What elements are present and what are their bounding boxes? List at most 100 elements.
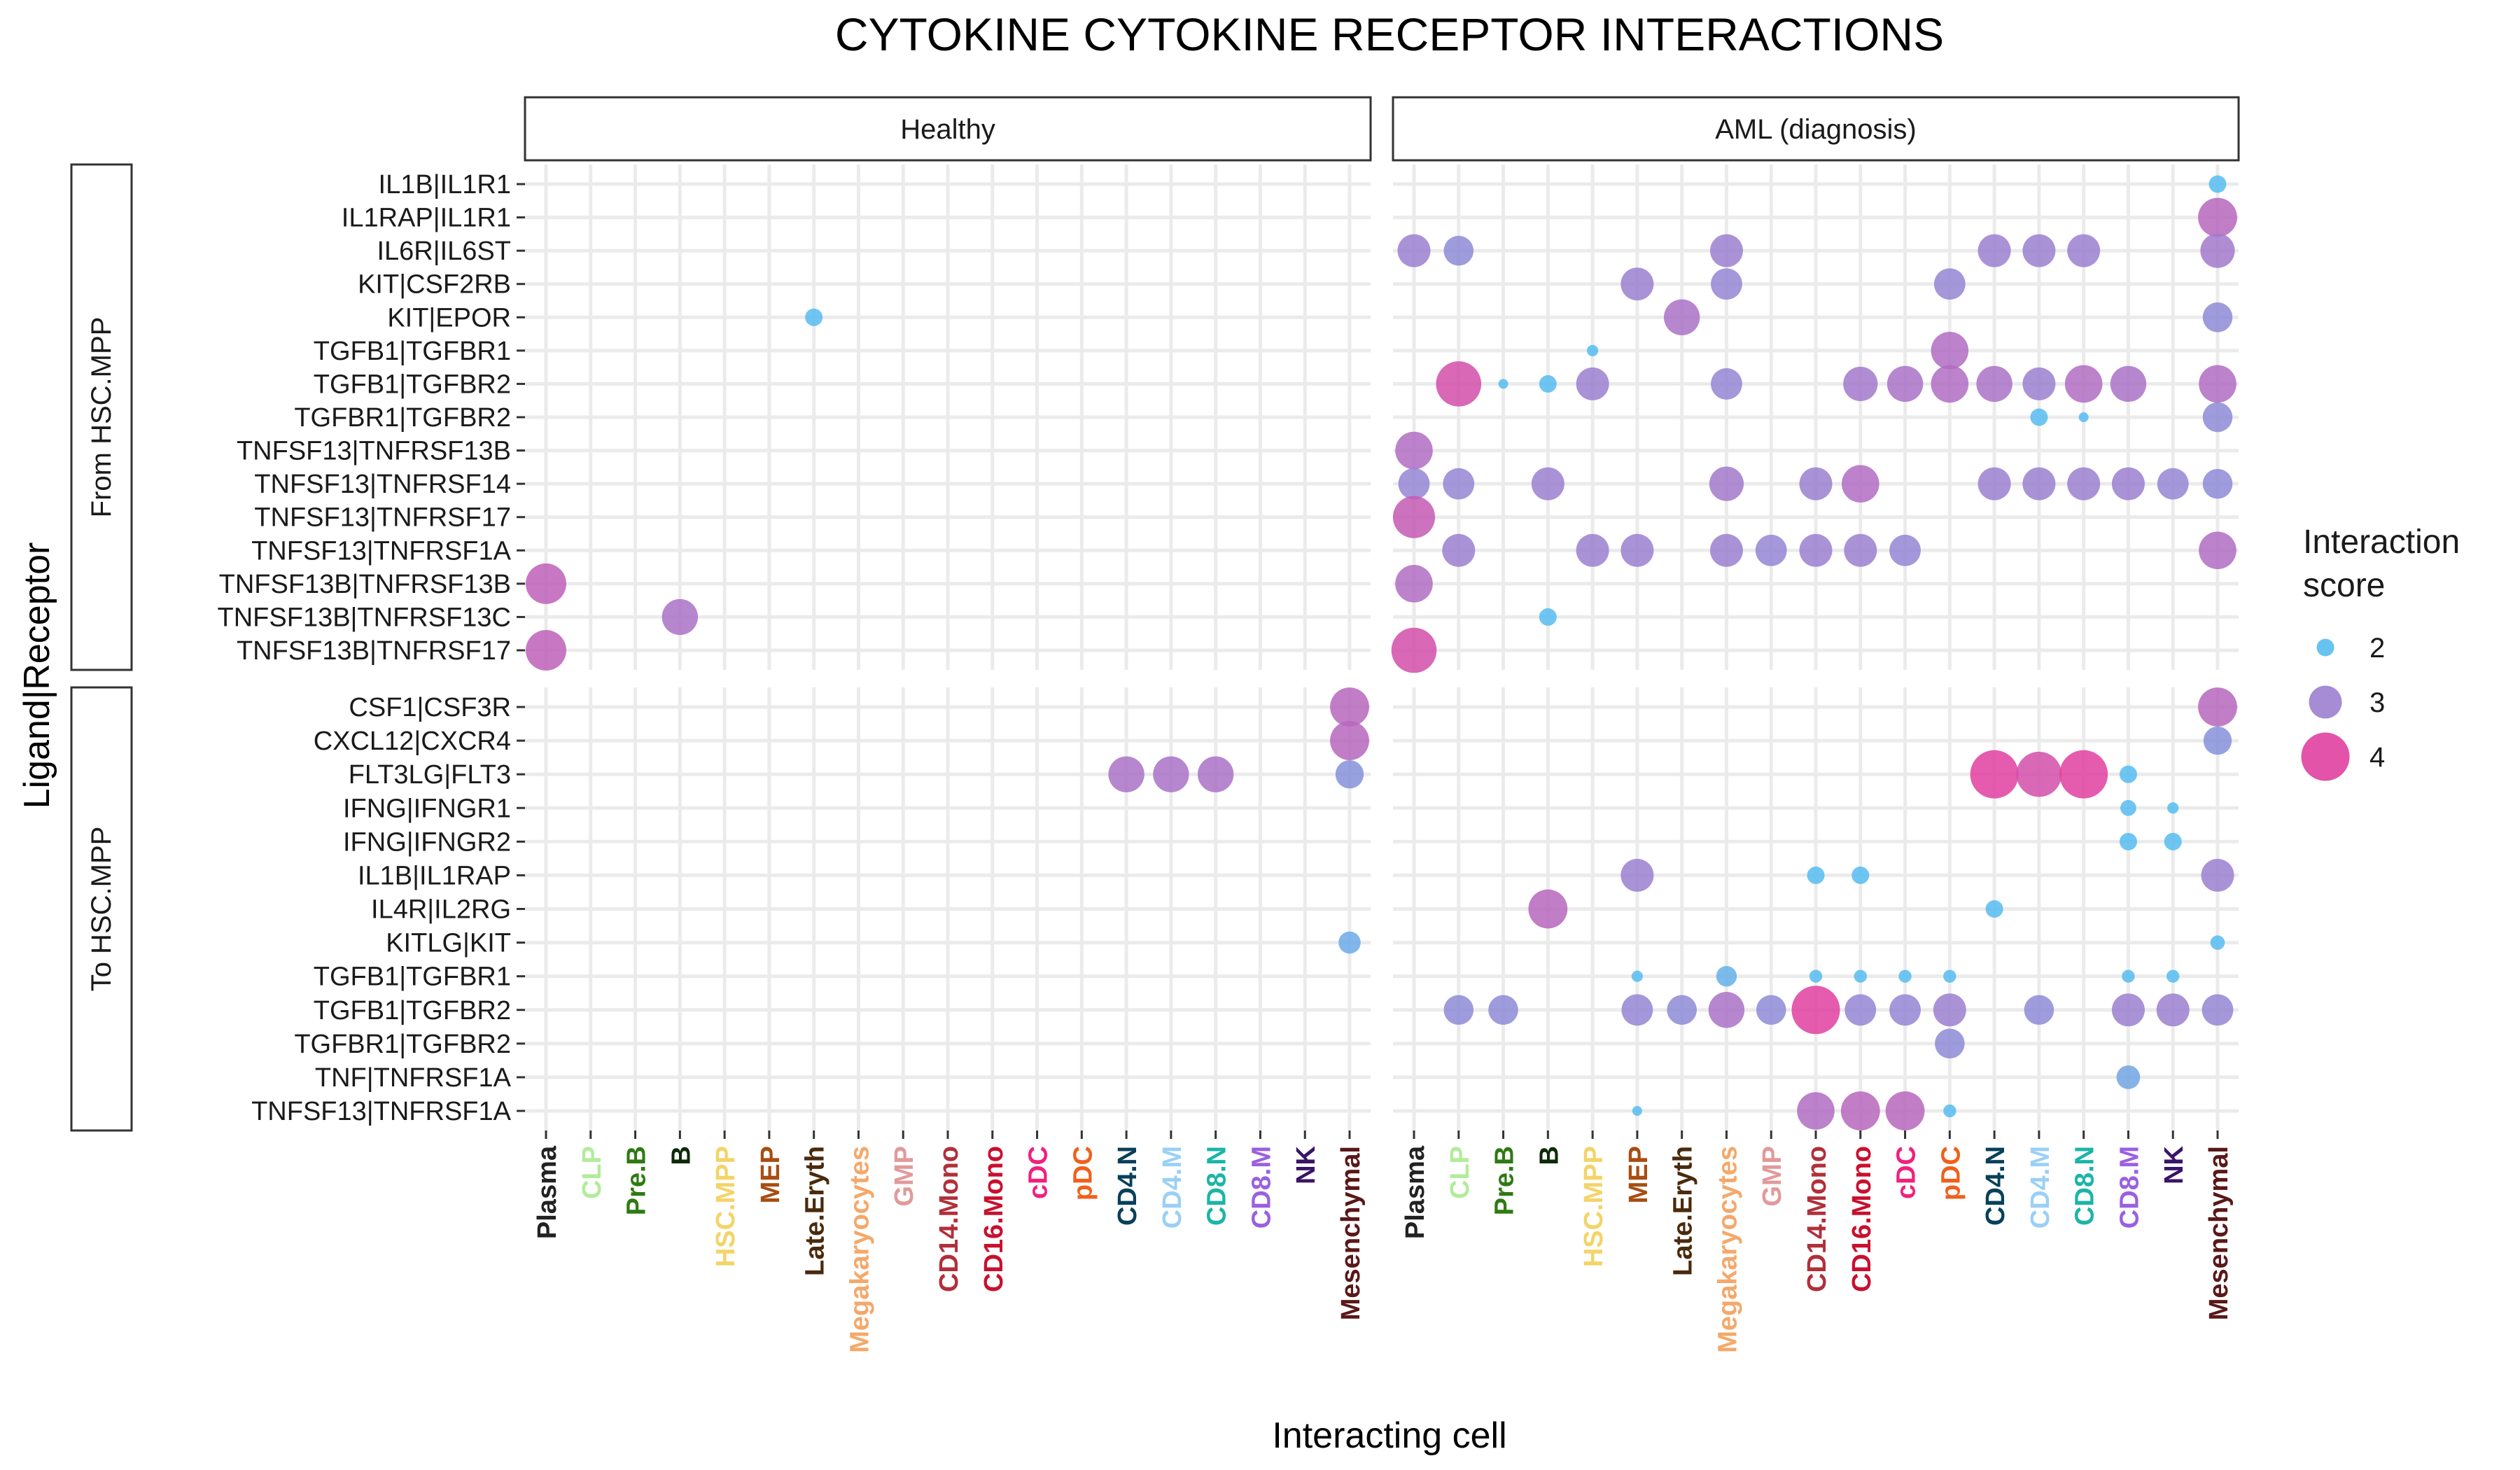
data-point-b-tgfb1-tgfbr2 — [1539, 374, 1557, 393]
x-axis-title: Interacting cell — [1272, 1415, 1506, 1456]
data-point-mesenchymal-tgfb1-tgfbr2 — [2199, 365, 2236, 403]
y-tick-label: TGFB1|TGFBR1 — [314, 962, 511, 992]
x-tick-label: CD8.M — [2115, 1146, 2144, 1228]
x-tick-label: Plasma — [1401, 1145, 1430, 1239]
data-point-cd8-m-tgfb1-tgfbr2 — [2111, 993, 2145, 1027]
data-point-cd4-n-tgfb1-tgfbr2 — [1976, 365, 2012, 402]
data-point-cd8-m-ifng-ifngr2 — [2119, 832, 2137, 850]
data-point-cd4-m-flt3lg-flt3 — [1153, 756, 1189, 792]
y-tick-label: TNFSF13|TNFRSF1A — [251, 536, 512, 566]
x-tick-label: CLP — [578, 1146, 607, 1199]
data-point-hsc-mpp-tnfsf13-tnfrsf1a — [1576, 533, 1609, 567]
data-point-cd16-mono-il1b-il1rap — [1851, 866, 1870, 884]
data-point-late-eryth-kit-epor — [1663, 299, 1700, 335]
row-strip-to-hsc-mpp: To HSC.MPP — [70, 686, 133, 1132]
data-point-cd16-mono-tgfb1-tgfbr1 — [1854, 969, 1867, 983]
data-point-mesenchymal-tnfsf13-tnfrsf14 — [2202, 468, 2233, 499]
data-point-mesenchymal-kitlg-kit — [2210, 935, 2225, 950]
y-tick-label: TGFB1|TGFBR1 — [314, 337, 511, 366]
x-tick-label: CD4.M — [1158, 1146, 1187, 1228]
y-tick-label: FLT3LG|FLT3 — [349, 760, 511, 790]
x-tick-label: Late.Eryth — [1669, 1146, 1698, 1276]
data-point-plasma-tnfsf13b-tnfrsf13b — [526, 563, 566, 604]
row-strip-box — [70, 686, 133, 1132]
x-tick-label: Megakaryocytes — [1713, 1146, 1742, 1353]
y-tick-label: CSF1|CSF3R — [349, 693, 511, 722]
data-point-nk-ifng-ifngr1 — [2167, 802, 2179, 814]
panel-grid — [525, 164, 1371, 670]
data-point-cd16-mono-tgfb1-tgfbr2 — [1843, 366, 1878, 402]
data-point-late-eryth-kit-epor — [805, 308, 823, 326]
y-axis-ticks-from-hsc-mpp: IL1B|IL1R1 IL1RAP|IL1R1 IL6R|IL6ST KIT|CSF2… — [218, 170, 525, 666]
x-tick-label: HSC.MPP — [711, 1146, 741, 1267]
y-tick-label: KITLG|KIT — [386, 929, 511, 958]
x-tick-label: HSC.MPP — [1579, 1146, 1609, 1267]
y-tick-label: TNFSF13B|TNFRSF13B — [219, 570, 511, 599]
x-tick-label: CD8.N — [2071, 1146, 2100, 1226]
data-point-cdc-tgfb1-tgfbr2 — [1889, 994, 1921, 1026]
y-tick-label: TNF|TNFRSF1A — [315, 1063, 512, 1093]
data-point-mesenchymal-cxcl12-cxcr4 — [2203, 726, 2232, 755]
legend-title: score — [2303, 567, 2385, 604]
data-point-plasma-tnfsf13b-tnfrsf13b — [1395, 565, 1433, 603]
x-axis-ticks-healthy: Plasma CLP Pre.B B HSC.MPP MEP Late.Eryth Megak… — [533, 1130, 1366, 1353]
x-tick-label: Plasma — [533, 1145, 562, 1239]
data-point-nk-tnfsf13-tnfrsf14 — [2157, 468, 2189, 500]
data-point-cdc-tgfb1-tgfbr2 — [1886, 365, 1924, 402]
y-tick-label: KIT|EPOR — [387, 303, 511, 332]
data-point-plasma-tnfsf13-tnfrsf13b — [1395, 431, 1433, 470]
x-tick-label: pDC — [1068, 1146, 1098, 1200]
column-strip-label: Healthy — [900, 114, 995, 145]
data-point-mesenchymal-flt3lg-flt3 — [1335, 760, 1364, 789]
x-tick-label: CD4.N — [1113, 1146, 1142, 1226]
panel-grid — [525, 687, 1371, 1130]
data-point-megakaryocytes-il6r-il6st — [1709, 234, 1743, 267]
data-point-mep-kit-csf2rb — [1620, 267, 1654, 301]
column-strip-box — [1392, 96, 2240, 162]
x-tick-label: B — [666, 1146, 696, 1165]
data-point-hsc-mpp-tgfb1-tgfbr2 — [1576, 367, 1609, 400]
data-point-plasma-il6r-il6st — [1397, 234, 1431, 267]
legend: Interaction score 2 3 4 — [2301, 524, 2460, 781]
data-point-mesenchymal-cxcl12-cxcr4 — [1330, 721, 1369, 760]
row-strip-label: From HSC.MPP — [86, 317, 117, 518]
data-point-pdc-tgfb1-tgfbr2 — [1933, 993, 1966, 1027]
data-point-nk-ifng-ifngr2 — [2164, 832, 2182, 850]
column-strip-box — [524, 96, 1372, 162]
y-tick-label: IFNG|IFNGR2 — [343, 827, 511, 857]
legend-key-3 — [2309, 685, 2342, 719]
data-point-megakaryocytes-kit-csf2rb — [1711, 268, 1742, 300]
y-tick-label: TNFSF13|TNFRSF1A — [251, 1097, 512, 1126]
legend-label: 4 — [2370, 742, 2385, 773]
data-point-pdc-tgfbr1-tgfbr2 — [1935, 1028, 1965, 1059]
x-tick-label: Pre.B — [1490, 1146, 1520, 1215]
data-point-cd16-mono-tnfsf13-tnfrsf1a — [1840, 1091, 1880, 1130]
data-point-cd4-m-tnfsf13-tnfrsf14 — [2022, 467, 2056, 500]
data-point-cd14-mono-il1b-il1rap — [1807, 866, 1825, 884]
y-tick-label: TNFSF13|TNFRSF13B — [237, 437, 511, 466]
data-point-pre-b-tgfb1-tgfbr2 — [1498, 379, 1508, 389]
legend-title: Interaction — [2303, 524, 2460, 561]
data-point-clp-tgfb1-tgfbr2 — [1436, 361, 1482, 407]
chart-title: CYTOKINE CYTOKINE RECEPTOR INTERACTIONS — [835, 8, 1944, 60]
data-point-mesenchymal-tgfb1-tgfbr2 — [2202, 994, 2234, 1026]
x-tick-label: cDC — [1892, 1146, 1921, 1199]
data-point-mesenchymal-il1rap-il1r1 — [2198, 197, 2237, 237]
y-tick-label: KIT|CSF2RB — [358, 270, 511, 300]
x-tick-label: CD14.Mono — [934, 1146, 964, 1292]
data-point-pre-b-tgfb1-tgfbr2 — [1488, 995, 1518, 1026]
data-point-nk-tgfb1-tgfbr1 — [2166, 969, 2180, 983]
data-point-cd4-n-il4r-il2rg — [1985, 900, 2003, 918]
column-strip-aml-diagnosis: AML (diagnosis) — [1392, 96, 2240, 162]
data-point-cd8-m-ifng-ifngr1 — [2120, 799, 2136, 816]
data-point-mep-il1b-il1rap — [1620, 858, 1654, 892]
data-point-mep-tnfsf13-tnfrsf1a — [1620, 533, 1654, 567]
data-point-mesenchymal-csf1-csf3r — [1330, 687, 1369, 727]
row-strip-from-hsc-mpp: From HSC.MPP — [70, 163, 133, 671]
data-point-cd14-mono-tgfb1-tgfbr2 — [1791, 986, 1840, 1035]
facet-panels: Healthy AML (diagnosis) From HSC.MPP To HSC… — [70, 96, 2240, 1353]
y-tick-label: IL1B|IL1R1 — [379, 170, 511, 200]
y-tick-label: IL1RAP|IL1R1 — [342, 204, 511, 233]
y-tick-label: TGFB1|TGFBR2 — [314, 370, 511, 399]
